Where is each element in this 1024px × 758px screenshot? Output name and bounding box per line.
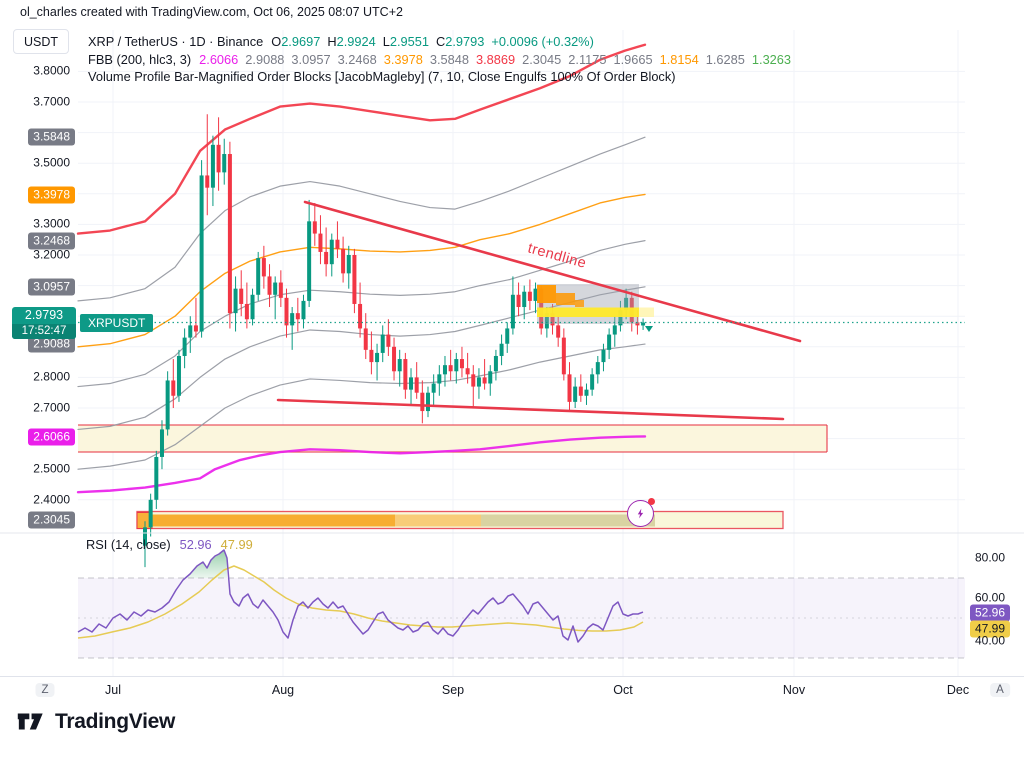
rsi-indicator-title[interactable]: RSI (14, close): [86, 537, 171, 552]
price-axis-label: 3.5000: [33, 155, 70, 170]
price-axis-label: 2.3045: [28, 511, 75, 529]
price-axis-label: 3.2000: [33, 247, 70, 262]
ohlc-h: H2.9924: [327, 34, 376, 50]
legend-panel: XRP / TetherUS · 1D · Binance O2.9697 H2.…: [88, 33, 798, 86]
fbb-band-upper-3: [76, 43, 647, 235]
price-axis-label: 2.4000: [33, 492, 70, 507]
current-price-badge: 2.9793 17:52:47: [12, 307, 76, 339]
rsi-line: [77, 549, 644, 643]
lower-trendline[interactable]: [276, 398, 785, 421]
price-axis-label: 3.5848: [28, 128, 75, 146]
fbb-indicator-title[interactable]: FBB (200, hlc3, 3): [88, 51, 192, 67]
symbol-legend-row: XRP / TetherUS · 1D · Binance O2.9697 H2.…: [88, 33, 798, 51]
rsi-ma-value: 47.99: [220, 537, 253, 552]
last-bar-marker: [645, 326, 653, 332]
time-axis-label-z[interactable]: Z: [35, 683, 55, 697]
rsi-axis-label: 60.00: [975, 590, 1006, 605]
price-axis-label: 2.7000: [33, 400, 70, 415]
volume-profile-legend-row: Volume Profile Bar-Magnified Order Block…: [88, 68, 798, 86]
lightning-icon: [637, 508, 644, 519]
ohlc-c: C2.9793: [435, 34, 485, 50]
fbb-value: 3.2468: [337, 51, 377, 67]
rsi-axis-label: 40.00: [975, 633, 1006, 648]
rsi-axis-label: 80.00: [975, 550, 1006, 565]
fbb-value: 2.6066: [199, 51, 239, 67]
change-value: +0.0096 (+0.32%): [491, 34, 594, 50]
time-axis-label-dec: Dec: [946, 683, 970, 697]
time-axis-label-oct: Oct: [613, 683, 633, 697]
vp-bar-weak: [481, 514, 655, 527]
price-axis-label: 3.7000: [33, 94, 70, 109]
order-block-yellow-stripe-ext: [639, 307, 654, 317]
fbb-value: 1.6285: [705, 51, 745, 67]
fbb-value: 1.3263: [751, 51, 792, 67]
lightning-alert-marker[interactable]: [627, 498, 655, 527]
rsi-band-fill: [78, 578, 965, 658]
tradingview-logo-icon: [17, 713, 43, 730]
tradingview-footer[interactable]: TradingView: [16, 708, 175, 735]
fbb-value: 1.8154: [659, 51, 699, 67]
fbb-value: 3.8869: [475, 51, 516, 67]
ohlc-values: O2.9697 H2.9924 L2.9551 C2.9793: [271, 34, 491, 49]
price-axis-label: 3.8000: [33, 63, 70, 78]
vp-bar-medium: [395, 514, 481, 527]
order-block-orange-block-1: [537, 285, 556, 303]
time-axis-label-sep: Sep: [441, 683, 465, 697]
supply-zone-2.60: [78, 424, 828, 453]
price-axis-label: 2.9088: [28, 335, 75, 353]
time-axis-label-nov: Nov: [782, 683, 806, 697]
fbb-value: 2.9088: [245, 51, 285, 67]
fbb-band-lower-1: [76, 435, 647, 494]
current-price: 2.9793: [24, 308, 64, 322]
chart-credit: ol_charles created with TradingView.com,…: [20, 5, 403, 19]
symbol-tag: XRPUSDT: [80, 314, 154, 332]
price-axis-label: 3.2468: [28, 232, 75, 250]
fbb-legend-row: FBB (200, hlc3, 3) 2.6066 2.9088 3.0957 3.2…: [88, 51, 798, 69]
price-axis-label: 2.5000: [33, 461, 70, 476]
price-axis-label: 2.8000: [33, 369, 70, 384]
volume-profile-indicator-title[interactable]: Volume Profile Bar-Magnified Order Block…: [88, 69, 676, 85]
rsi-legend-row: RSI (14, close) 52.96 47.99: [86, 537, 253, 552]
fbb-value: 3.3978: [383, 51, 423, 67]
candles: [143, 114, 646, 568]
order-block-orange-block-3: [575, 300, 584, 307]
price-axis-label: 3.3978: [28, 186, 75, 204]
ohlc-o: O2.9697: [271, 34, 321, 50]
rsi-axis[interactable]: 80.00 60.00 52.96 47.99 40.00: [966, 0, 1024, 676]
fbb-value: 1.9665: [613, 51, 653, 67]
fbb-band-upper-1: [77, 193, 646, 348]
price-axis-label: 3.0957: [28, 278, 75, 296]
symbol-title[interactable]: XRP / TetherUS · 1D · Binance: [88, 34, 264, 50]
fbb-band-upper-2: [77, 136, 646, 302]
fbb-value: 3.5848: [429, 51, 469, 67]
fbb-value: 2.1175: [568, 51, 607, 67]
alert-dot: [648, 498, 655, 505]
rsi-axis-label: 52.96: [970, 604, 1011, 622]
rsi-value: 52.96: [179, 537, 212, 552]
order-block-yellow-stripe: [537, 307, 639, 317]
tradingview-wordmark: TradingView: [55, 709, 176, 733]
time-axis[interactable]: Z Jul Aug Sep Oct Nov Dec A: [0, 676, 1024, 703]
rsi-ma-line: [77, 565, 644, 639]
order-block-orange-block-2: [556, 293, 575, 305]
currency-toggle-button[interactable]: USDT: [13, 29, 69, 54]
time-axis-label-a[interactable]: A: [990, 683, 1010, 697]
ohlc-l: L2.9551: [382, 34, 429, 50]
bar-countdown: 17:52:47: [12, 324, 76, 339]
price-axis[interactable]: 3.8000 3.7000 3.5848 3.5000 3.3978 3.3000 3.24…: [0, 0, 78, 676]
upper-trendline[interactable]: [303, 200, 802, 343]
time-axis-label-aug: Aug: [271, 683, 295, 697]
fbb-band-lower-05: [77, 343, 646, 470]
time-axis-label-jul: Jul: [105, 683, 121, 697]
price-axis-label: 2.6066: [28, 428, 75, 446]
price-axis-label: 3.3000: [33, 216, 70, 231]
fbb-values: 2.6066 2.9088 3.0957 3.2468 3.3978 3.5848 3.88…: [199, 52, 798, 67]
vp-bar-strong: [152, 514, 395, 527]
fbb-value: 2.3045: [522, 51, 562, 67]
rsi-axis-label: 47.99: [970, 620, 1011, 638]
fbb-value: 3.0957: [291, 51, 331, 67]
